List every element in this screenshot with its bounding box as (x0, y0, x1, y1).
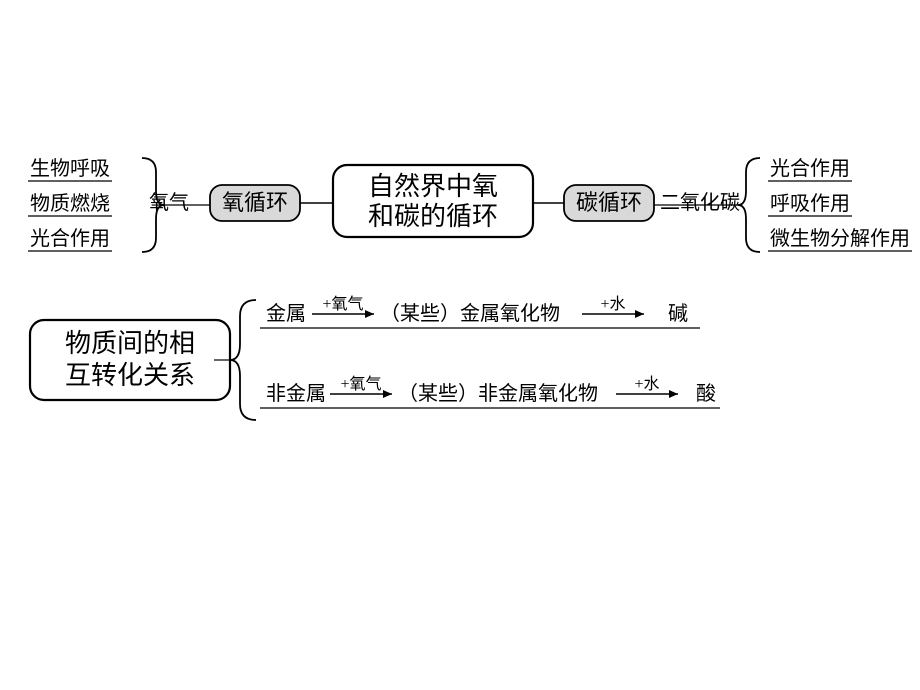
row0-text0: 金属 (266, 302, 306, 325)
center-title-2: 和碳的循环 (368, 201, 498, 231)
relation-title-2: 互转化关系 (65, 360, 195, 390)
diagram-canvas: 生物呼吸物质燃烧光合作用光合作用呼吸作用微生物分解作用氧气二氧化碳氧循环碳循环自… (0, 0, 920, 690)
row1-text0: 非金属 (266, 382, 326, 405)
row0-text2: （某些）金属氧化物 (380, 302, 560, 325)
center-title-1: 自然界中氧 (368, 171, 498, 201)
oxygen-label: 氧气 (149, 191, 189, 214)
svg-text:+水: +水 (600, 295, 625, 313)
left-item-1: 物质燃烧 (30, 192, 110, 215)
row0-text4: 碱 (668, 302, 688, 325)
row1-text2: （某些）非金属氧化物 (398, 382, 598, 405)
right-item-1: 呼吸作用 (770, 192, 850, 215)
relation-brace (230, 300, 256, 420)
left-item-2: 光合作用 (30, 227, 110, 250)
relation-title-1: 物质间的相 (65, 328, 195, 358)
right-item-0: 光合作用 (770, 157, 850, 180)
row1-text4: 酸 (696, 382, 716, 405)
right-item-2: 微生物分解作用 (770, 227, 910, 250)
svg-text:+氧气: +氧气 (340, 375, 381, 393)
svg-text:+氧气: +氧气 (322, 295, 363, 313)
carbon-cycle-node: 碳循环 (576, 190, 642, 215)
left-item-0: 生物呼吸 (30, 157, 110, 180)
co2-label: 二氧化碳 (660, 191, 740, 214)
oxygen-cycle-node: 氧循环 (222, 190, 288, 215)
svg-text:+水: +水 (634, 375, 659, 393)
